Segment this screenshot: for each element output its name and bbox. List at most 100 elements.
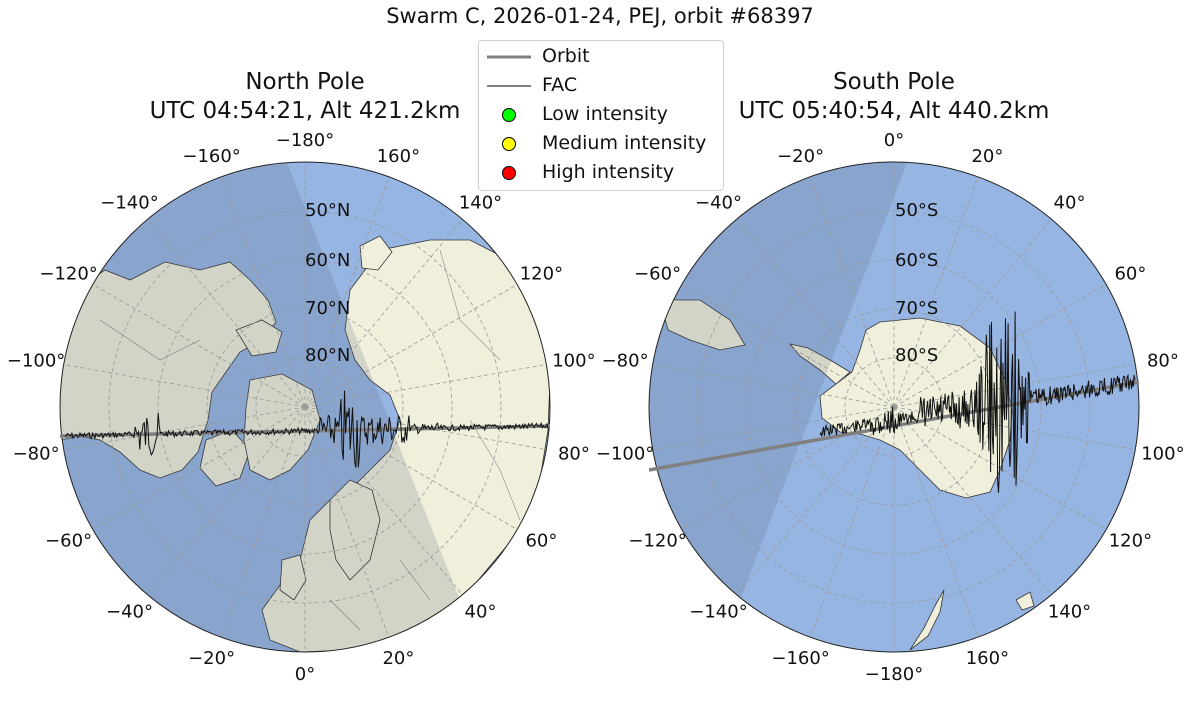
south-meridian bbox=[681, 284, 895, 408]
north-meridian bbox=[147, 406, 306, 595]
south-lat-label: 50°S bbox=[895, 200, 938, 221]
legend-label-medium: Medium intensity bbox=[542, 132, 707, 154]
north-title-line2: UTC 04:54:21, Alt 421.2km bbox=[149, 98, 461, 124]
south-meridian bbox=[652, 364, 895, 408]
south-lon-label: 80° bbox=[1147, 351, 1179, 372]
north-lon-label: −20° bbox=[188, 648, 235, 669]
south-lon-label: −140° bbox=[689, 602, 747, 623]
north-lon-label: 0° bbox=[295, 664, 315, 685]
north-meridian bbox=[63, 364, 306, 408]
north-lon-label: 100° bbox=[552, 351, 595, 372]
antarctica-land bbox=[819, 317, 1013, 499]
north-map-border bbox=[59, 161, 551, 653]
north-fac-trace bbox=[64, 390, 549, 468]
scandinavia-land bbox=[329, 479, 381, 581]
south-lon-label: −160° bbox=[771, 648, 829, 669]
south-title-line1: South Pole bbox=[833, 69, 955, 95]
north-graticule bbox=[63, 162, 547, 652]
north-meridian bbox=[304, 406, 390, 638]
south-lon-label: −80° bbox=[602, 351, 649, 372]
south-meridian bbox=[736, 219, 895, 408]
south-pole-map: 0° 20° 40° 60° 80° 100° 120° 140° 160° −180° −160°… bbox=[596, 130, 1185, 685]
south-meridian bbox=[893, 406, 979, 638]
south-meridian bbox=[893, 406, 1052, 595]
south-meridian bbox=[893, 219, 1052, 408]
legend-label-high: High intensity bbox=[542, 161, 675, 183]
north-lon-label: −160° bbox=[182, 146, 240, 167]
north-lat-label: 70°N bbox=[305, 298, 350, 319]
south-lon-label: 20° bbox=[971, 146, 1003, 167]
figure-title: Swarm C, 2026-01-24, PEJ, orbit #68397 bbox=[386, 4, 814, 28]
new-zealand-land bbox=[909, 589, 945, 651]
north-borders bbox=[99, 249, 521, 631]
south-meridian bbox=[893, 284, 1107, 408]
north-meridian bbox=[304, 406, 463, 595]
north-lon-label: −180° bbox=[276, 130, 334, 151]
north-lon-label: −120° bbox=[39, 264, 97, 285]
north-lon-labels: −180° 160° 140° 120° 100° 80° 60° 40° 20° 0° −20° −… bbox=[7, 130, 596, 685]
south-lon-label: −120° bbox=[628, 531, 686, 552]
british-isles-land bbox=[279, 554, 307, 601]
legend-label-fac: FAC bbox=[542, 74, 578, 96]
south-lat-label: 70°S bbox=[895, 298, 938, 319]
north-lon-label: 40° bbox=[465, 602, 497, 623]
north-lat-label: 50°N bbox=[305, 200, 350, 221]
north-lon-label: −60° bbox=[45, 531, 92, 552]
north-lon-label: 160° bbox=[377, 146, 420, 167]
legend: Orbit FAC Low intensity Medium intensity… bbox=[478, 40, 724, 191]
north-lon-label: −100° bbox=[7, 351, 65, 372]
north-meridian bbox=[304, 176, 390, 408]
legend-label-low: Low intensity bbox=[542, 103, 668, 125]
south-meridian bbox=[681, 406, 895, 530]
south-lon-labels: 0° 20° 40° 60° 80° 100° 120° 140° 160° −180° −160°… bbox=[596, 130, 1185, 685]
south-lon-label: −60° bbox=[634, 264, 681, 285]
south-lon-label: 60° bbox=[1114, 264, 1146, 285]
north-meridian bbox=[220, 176, 306, 408]
south-meridian bbox=[893, 406, 1107, 530]
north-lat-label: 80°N bbox=[305, 345, 350, 366]
north-lat-label: 60°N bbox=[305, 250, 350, 271]
north-meridian bbox=[63, 406, 306, 450]
north-lon-label: 120° bbox=[520, 264, 563, 285]
north-meridian bbox=[304, 284, 518, 408]
south-panel-title: South Pole UTC 05:40:54, Alt 440.2km bbox=[684, 68, 1104, 126]
legend-item-medium: Medium intensity bbox=[479, 130, 723, 158]
south-lon-label: 40° bbox=[1054, 193, 1086, 214]
south-lon-label: −180° bbox=[865, 664, 923, 685]
north-lon-label: −80° bbox=[13, 443, 60, 464]
south-meridian bbox=[893, 176, 979, 408]
north-lon-label: −40° bbox=[106, 602, 153, 623]
north-meridian bbox=[147, 219, 306, 408]
south-lon-label: 160° bbox=[966, 648, 1009, 669]
high-intensity-dot bbox=[502, 166, 516, 180]
north-panel-title: North Pole UTC 04:54:21, Alt 421.2km bbox=[95, 68, 515, 126]
south-lon-label: −20° bbox=[777, 146, 824, 167]
legend-item-low: Low intensity bbox=[479, 101, 723, 129]
north-meridian bbox=[92, 406, 306, 530]
south-fac-trace bbox=[819, 311, 1136, 493]
south-lon-label: 120° bbox=[1109, 531, 1152, 552]
south-meridian bbox=[809, 176, 895, 408]
low-intensity-dot bbox=[502, 108, 516, 122]
legend-label-orbit: Orbit bbox=[542, 45, 590, 67]
medium-intensity-dot bbox=[502, 137, 516, 151]
north-meridian bbox=[304, 219, 463, 408]
north-lon-label: 20° bbox=[382, 648, 414, 669]
south-lat-label: 80°S bbox=[895, 345, 938, 366]
north-lon-label: 80° bbox=[558, 443, 590, 464]
south-meridian bbox=[809, 406, 895, 638]
legend-item-orbit: Orbit bbox=[479, 43, 723, 71]
orbit-line-swatch bbox=[487, 55, 531, 59]
north-lon-label: 140° bbox=[459, 193, 502, 214]
legend-item-high: High intensity bbox=[479, 159, 723, 187]
arctic-islands-land bbox=[235, 319, 283, 357]
legend-item-fac: FAC bbox=[479, 72, 723, 100]
south-lon-label: 0° bbox=[884, 130, 904, 151]
greenland-land bbox=[243, 373, 321, 481]
south-map-border bbox=[648, 161, 1140, 653]
south-lat-labels: 50°S 60°S 70°S 80°S bbox=[895, 200, 938, 366]
chukotka-land bbox=[359, 235, 393, 271]
north-meridian bbox=[304, 364, 547, 408]
north-lon-label: −140° bbox=[100, 193, 158, 214]
